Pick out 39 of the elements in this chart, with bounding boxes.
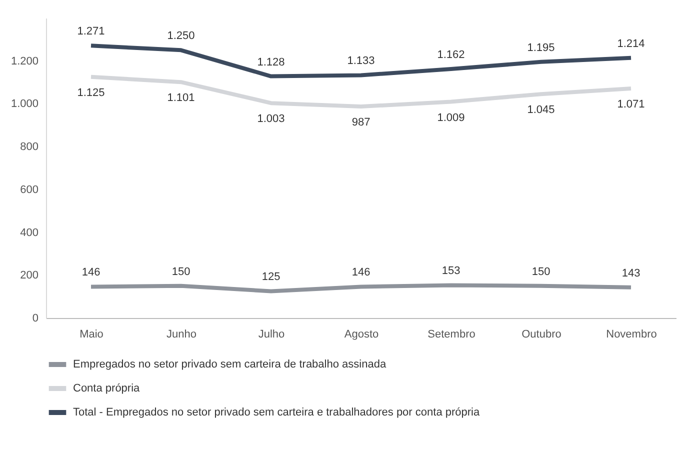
x-tick-label: Agosto xyxy=(344,328,379,340)
data-label: 1.133 xyxy=(347,55,375,68)
data-label: 1.214 xyxy=(617,38,645,50)
y-tick-label: 1.000 xyxy=(10,98,38,110)
y-tick-label: 1.200 xyxy=(10,55,38,68)
x-tick-label: Junho xyxy=(166,328,196,340)
data-label: 150 xyxy=(532,266,550,278)
data-label: 1.045 xyxy=(527,104,555,116)
x-tick-label: Maio xyxy=(80,328,104,340)
data-label: 1.128 xyxy=(257,56,285,68)
data-label: 1.101 xyxy=(167,92,195,104)
data-label: 153 xyxy=(442,265,460,278)
data-label: 125 xyxy=(262,271,280,284)
x-tick-label: Outubro xyxy=(522,328,562,340)
data-label: 1.003 xyxy=(257,113,285,126)
data-label: 1.162 xyxy=(437,49,465,61)
x-tick-label: Setembro xyxy=(428,328,476,340)
legend-label: Empregados no setor privado sem carteira de trabalho assinada xyxy=(73,358,387,370)
legend-label: Total - Empregados no setor privado sem carteira e trabalhadores por conta própria xyxy=(73,406,480,418)
data-label: 1.250 xyxy=(167,30,195,42)
data-label: 1.009 xyxy=(437,112,465,124)
data-label: 1.195 xyxy=(527,42,555,54)
data-label: 1.125 xyxy=(77,86,105,99)
data-label: 1.071 xyxy=(617,98,645,110)
data-label: 1.271 xyxy=(77,26,105,38)
y-tick-label: 600 xyxy=(20,184,38,196)
line-series xyxy=(89,283,633,294)
y-tick-label: 800 xyxy=(20,141,38,154)
x-tick-label: Novembro xyxy=(606,328,657,340)
data-label: 987 xyxy=(352,116,370,128)
legend-label: Conta própria xyxy=(73,382,141,394)
y-tick-label: 0 xyxy=(32,312,38,324)
x-tick-label: Julho xyxy=(258,328,285,340)
data-label: 146 xyxy=(82,266,100,279)
data-label: 143 xyxy=(622,267,640,280)
y-tick-label: 200 xyxy=(20,270,38,282)
y-tick-label: 400 xyxy=(20,226,38,239)
data-label: 146 xyxy=(352,266,370,279)
data-label: 150 xyxy=(172,266,190,278)
